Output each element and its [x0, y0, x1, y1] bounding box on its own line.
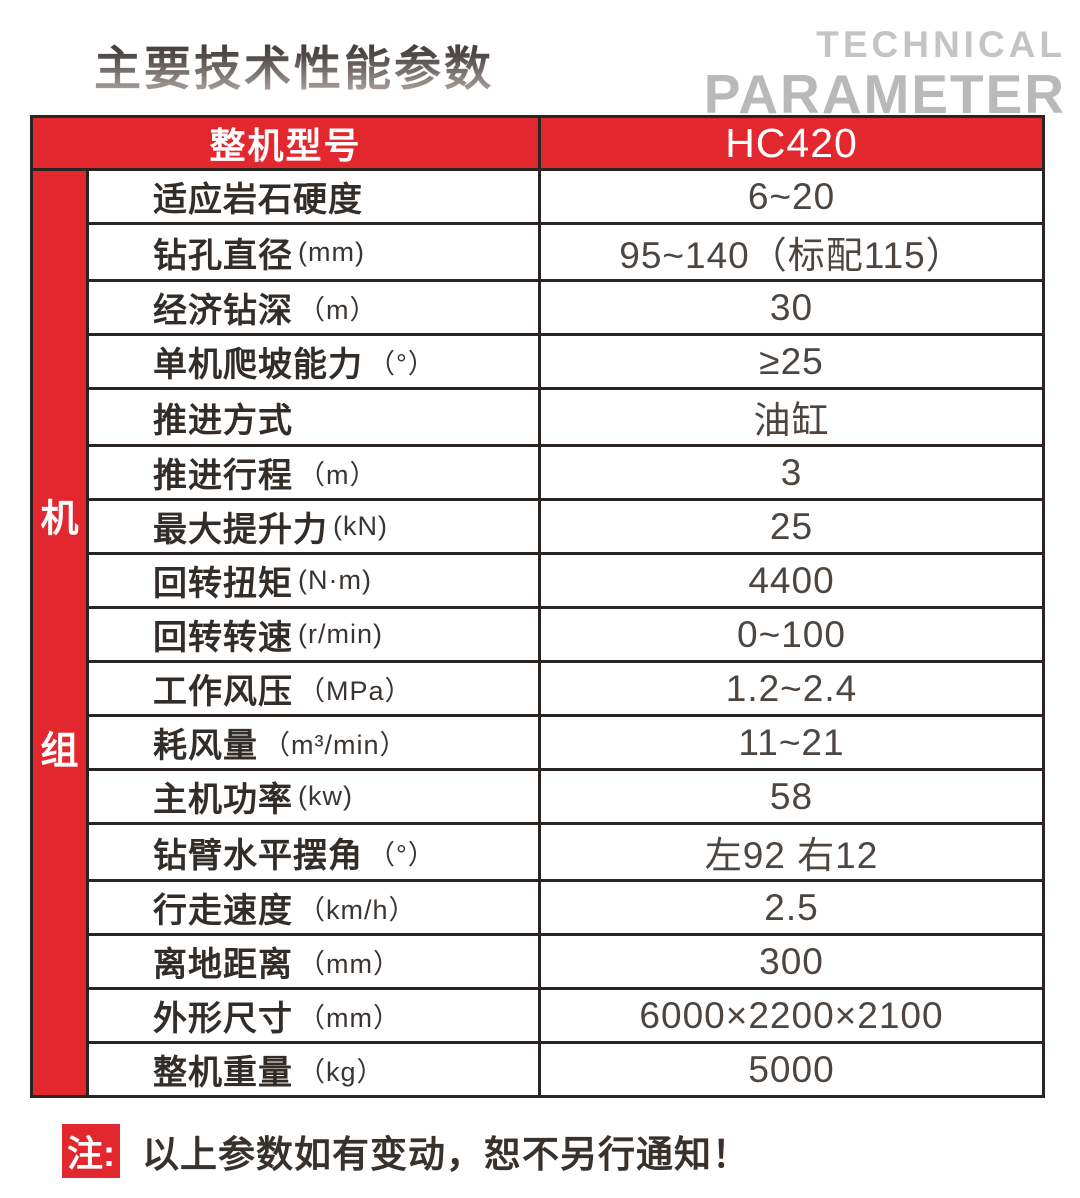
table-row-value: 11~21	[541, 717, 1042, 768]
table-row-label: 行走速度 （km/h）	[89, 882, 538, 933]
param-name: 经济钻深	[153, 292, 293, 330]
table-row-value: 左92 右12	[541, 825, 1042, 879]
title-english-line2: PARAMETER	[703, 63, 1066, 125]
param-unit: （m）	[298, 295, 378, 325]
param-unit: (kw)	[298, 781, 353, 811]
note-badge: 注:	[62, 1124, 120, 1178]
table-row-label: 经济钻深 （m）	[89, 282, 538, 333]
table-row-label: 适应岩石硬度	[89, 171, 538, 222]
param-name: 钻孔直径	[153, 236, 293, 275]
param-name: 耗风量	[153, 727, 258, 765]
table-row-label: 推进行程 （m）	[89, 447, 538, 498]
param-name: 主机功率	[153, 781, 293, 819]
param-name: 钻臂水平摆角	[153, 836, 363, 875]
footnote: 注: 以上参数如有变动，恕不另行通知！	[62, 1124, 750, 1178]
table-row-value: 油缸	[541, 390, 1042, 444]
title-english-line1: TECHNICAL	[816, 24, 1066, 65]
spec-table: 整机型号 HC420 机 组 适应岩石硬度 6~20 钻孔直径 (mm) 95~1…	[30, 115, 1045, 1098]
param-name: 推进行程	[153, 457, 293, 495]
param-unit: (mm)	[298, 236, 365, 267]
table-row-label: 最大提升力 (kN)	[89, 501, 538, 552]
table-row-value: 4400	[541, 555, 1042, 606]
table-row-value: 1.2~2.4	[541, 663, 1042, 714]
param-name: 适应岩石硬度	[153, 181, 363, 219]
sidebar-char-ji: 机	[40, 498, 79, 541]
table-row-value: 2.5	[541, 882, 1042, 933]
table-row-value: 95~140（标配115）	[541, 225, 1042, 279]
table-row-label: 回转扭矩 (N·m)	[89, 555, 538, 606]
table-row-label: 耗风量 （m³/min）	[89, 717, 538, 768]
table-row-value: 6~20	[541, 171, 1042, 222]
param-name: 推进方式	[153, 401, 293, 440]
table-row-label: 工作风压 （MPa）	[89, 663, 538, 714]
param-unit: （°）	[368, 839, 436, 870]
header-model-label: 整机型号	[33, 118, 538, 168]
table-row-value: 6000×2200×2100	[541, 990, 1042, 1041]
header-model-value: HC420	[541, 118, 1042, 168]
param-unit: （kg）	[298, 1057, 385, 1087]
table-row-label: 整机重量 （kg）	[89, 1044, 538, 1095]
table-row-label: 钻孔直径 (mm)	[89, 225, 538, 279]
sidebar-char-zu: 组	[40, 730, 79, 773]
page-title-english: TECHNICAL PARAMETER	[704, 26, 1066, 122]
table-row-label: 钻臂水平摆角 （°）	[89, 825, 538, 879]
param-name: 回转扭矩	[153, 565, 293, 603]
table-row-value: 3	[541, 447, 1042, 498]
note-text: 以上参数如有变动，恕不另行通知！	[142, 1134, 750, 1175]
param-unit: (r/min)	[298, 619, 383, 649]
param-unit: （MPa）	[298, 676, 413, 706]
param-name: 整机重量	[153, 1054, 293, 1092]
param-unit: (N·m)	[298, 565, 372, 595]
table-row-value: 0~100	[541, 609, 1042, 660]
table-row-label: 回转转速 (r/min)	[89, 609, 538, 660]
table-row-value: 300	[541, 936, 1042, 987]
param-unit: (kN)	[333, 511, 388, 541]
param-name: 外形尺寸	[153, 1000, 293, 1038]
param-unit: （km/h）	[298, 895, 417, 925]
table-row-value: ≥25	[541, 336, 1042, 387]
param-name: 回转转速	[153, 619, 293, 657]
param-name: 最大提升力	[153, 511, 328, 549]
page-title: 主要技术性能参数	[94, 30, 494, 99]
param-unit: （°）	[368, 349, 436, 379]
param-name: 单机爬坡能力	[153, 346, 363, 384]
param-name: 离地距离	[153, 946, 293, 984]
param-unit: （mm）	[298, 1003, 401, 1033]
table-row-value: 58	[541, 771, 1042, 822]
table-row-label: 单机爬坡能力 （°）	[89, 336, 538, 387]
table-row-label: 推进方式	[89, 390, 538, 444]
table-row-label: 离地距离 （mm）	[89, 936, 538, 987]
table-row-value: 30	[541, 282, 1042, 333]
sidebar-group-band: 机 组	[33, 171, 86, 1095]
table-row-value: 25	[541, 501, 1042, 552]
param-unit: （m³/min）	[263, 730, 408, 760]
param-unit: （mm）	[298, 949, 401, 979]
table-row-label: 主机功率 (kw)	[89, 771, 538, 822]
param-unit: （m）	[298, 460, 378, 490]
param-name: 工作风压	[153, 673, 293, 711]
param-name: 行走速度	[153, 892, 293, 930]
table-row-value: 5000	[541, 1044, 1042, 1095]
table-row-label: 外形尺寸 （mm）	[89, 990, 538, 1041]
